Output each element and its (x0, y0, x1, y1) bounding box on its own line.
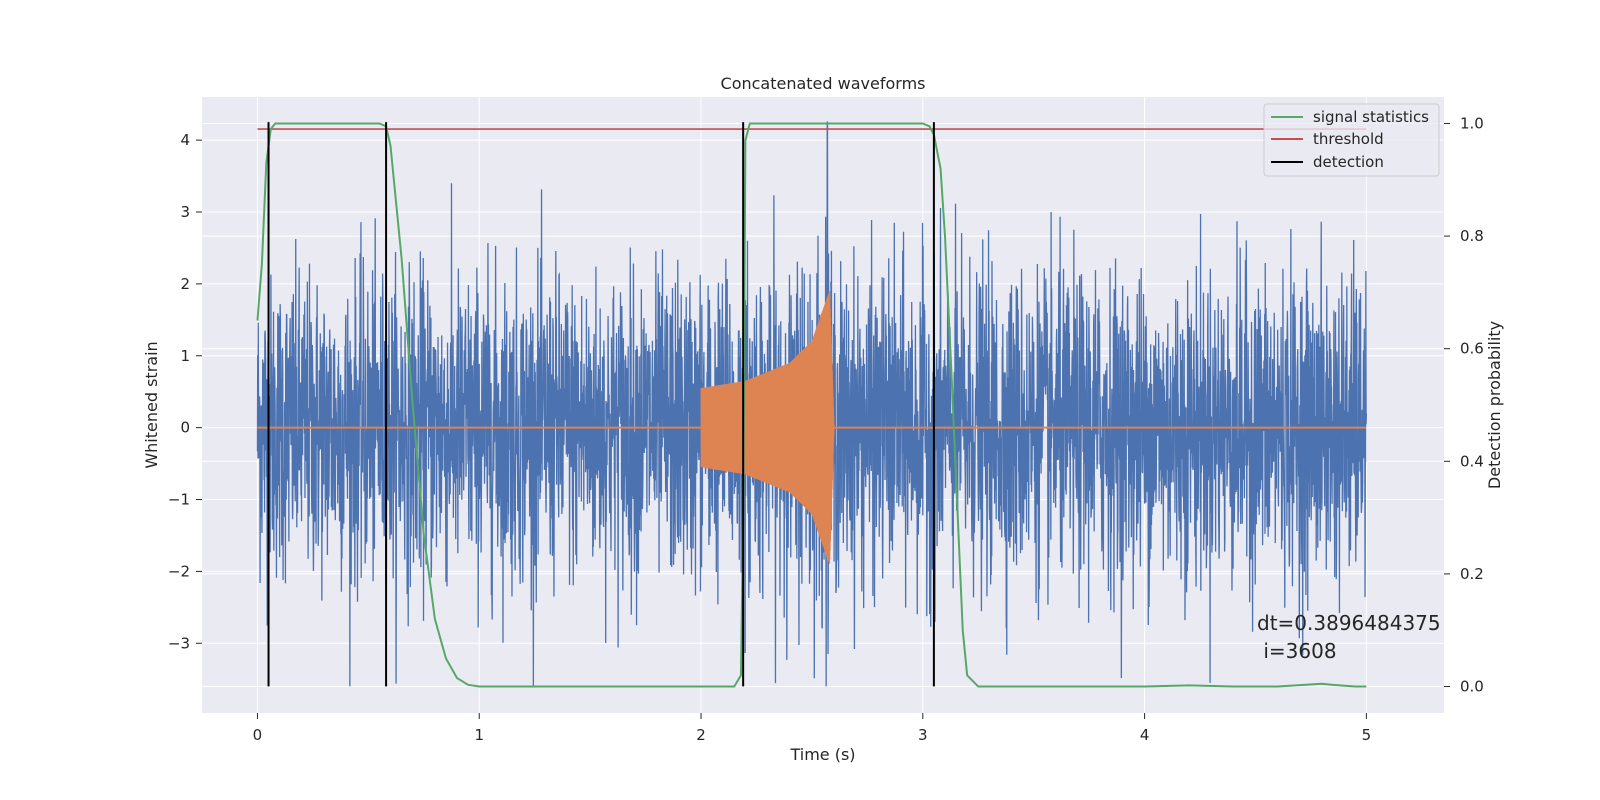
y-tick-label: 3 (180, 203, 190, 221)
injection-line (700, 291, 835, 564)
x-tick-label: 5 (1362, 726, 1372, 744)
y2-tick-label: 1.0 (1460, 114, 1484, 132)
y-axis-label: Whitened strain (142, 341, 161, 468)
chart-title: Concatenated waveforms (721, 74, 926, 93)
y2-tick-label: 0.4 (1460, 452, 1484, 470)
x-tick-label: 1 (474, 726, 484, 744)
signal-statistics-line (256, 122, 1367, 688)
y2-tick-label: 0.6 (1460, 340, 1484, 358)
detection-series (267, 122, 935, 687)
injection-series (257, 291, 1367, 564)
y2-tick-label: 0.0 (1460, 678, 1484, 696)
legend-label-threshold: threshold (1313, 130, 1384, 148)
annotation-i: i=3608 (1257, 639, 1337, 663)
x-tick-label: 0 (253, 726, 263, 744)
annotation-dt: dt=0.3896484375 (1257, 611, 1441, 635)
legend: signal statistics threshold detection (1263, 103, 1440, 177)
y2-axis-ticks: 0.0 0.2 0.4 0.6 0.8 1.0 (1444, 114, 1484, 696)
legend-label-detection: detection (1313, 153, 1384, 171)
y-tick-label: −1 (168, 491, 190, 509)
y-tick-label: 4 (180, 131, 190, 149)
y-tick-label: 1 (180, 347, 190, 365)
legend-label-signal-statistics: signal statistics (1313, 108, 1429, 126)
signal-statistics-series (256, 122, 1367, 688)
x-tick-label: 4 (1140, 726, 1150, 744)
y2-tick-label: 0.8 (1460, 227, 1484, 245)
y-tick-label: 0 (180, 419, 190, 437)
x-axis-label: Time (s) (789, 745, 855, 764)
y2-axis-label: Detection probability (1485, 321, 1504, 489)
legend-box (1263, 103, 1440, 177)
y-axis-ticks: −3 −2 −1 0 1 2 3 4 (168, 131, 202, 652)
x-axis-ticks: 0 1 2 3 4 5 (253, 713, 1371, 744)
y-tick-label: −3 (168, 634, 190, 652)
y-tick-label: −2 (168, 562, 190, 580)
x-tick-label: 2 (696, 726, 706, 744)
y-tick-label: 2 (180, 275, 190, 293)
y2-tick-label: 0.2 (1460, 565, 1484, 583)
x-tick-label: 3 (918, 726, 928, 744)
